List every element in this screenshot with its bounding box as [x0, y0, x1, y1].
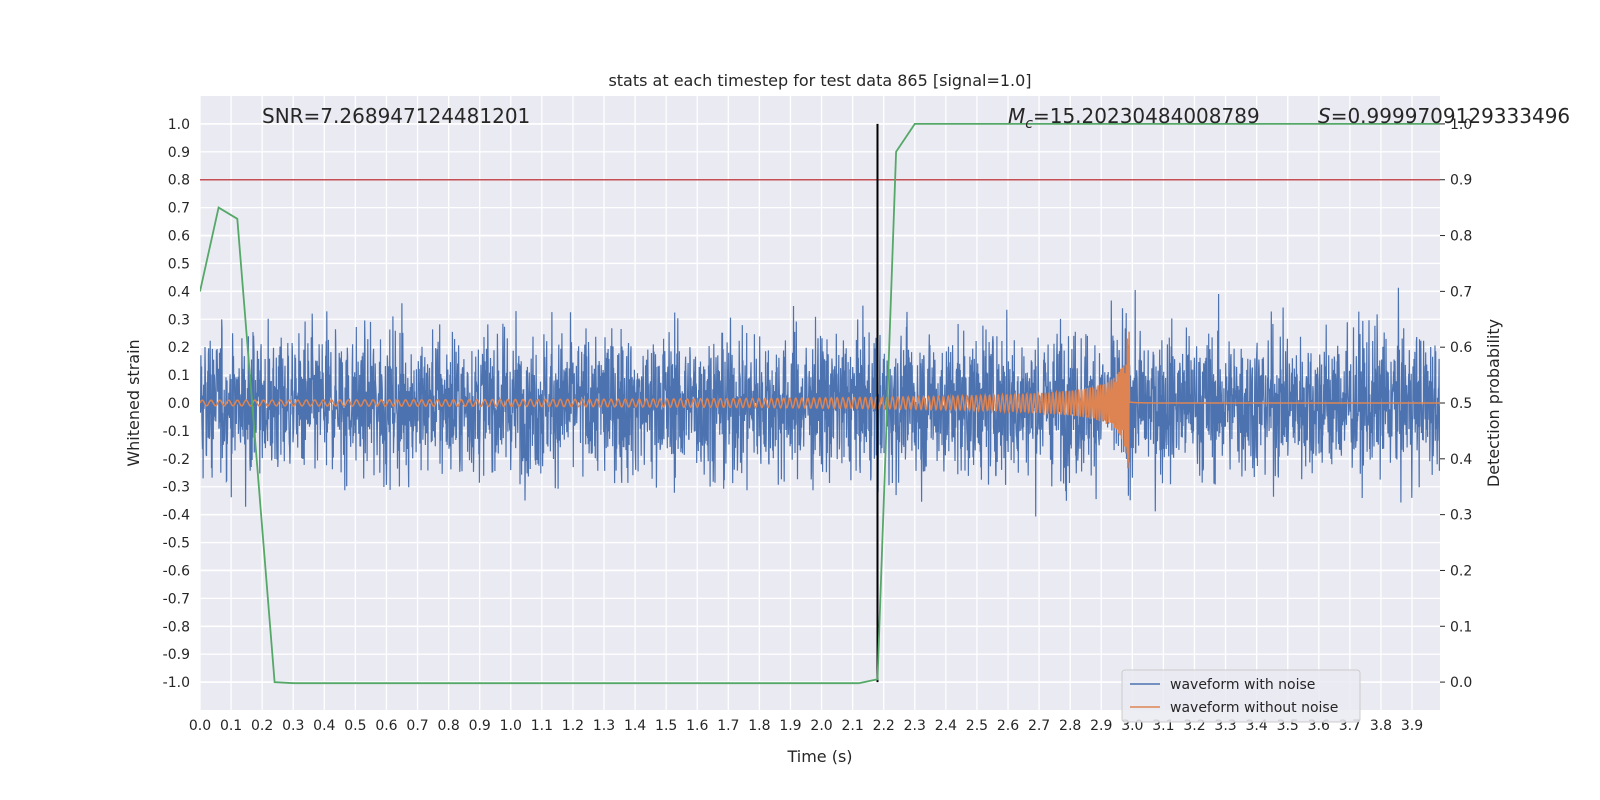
y-tick-label: 0.2 — [168, 340, 190, 356]
y-axis-ticks: -1.0 -0.9 -0.8 -0.7 -0.6 -0.5 -0.4 -0.3 -0.2 -0.1… — [163, 117, 190, 691]
score-symbol: S — [1318, 104, 1331, 128]
right-tick-label: 0.6 — [1450, 340, 1472, 356]
right-tick-label: 0.9 — [1450, 173, 1472, 189]
right-tick-label: 0.0 — [1450, 675, 1472, 691]
x-axis-label: Time (s) — [786, 747, 852, 766]
y-tick-label: 0.0 — [168, 396, 190, 412]
series-detection-probability — [200, 123, 1440, 685]
right-tick-label: 0.4 — [1450, 452, 1472, 468]
x-tick-label: 1.7 — [717, 718, 739, 734]
y-tick-label: 0.6 — [168, 229, 190, 245]
x-tick-label: 0.2 — [251, 718, 273, 734]
x-tick-label: 2.3 — [904, 718, 926, 734]
x-tick-label: 3.9 — [1401, 718, 1423, 734]
y-tick-label: -1.0 — [163, 675, 190, 691]
y-tick-label: -0.2 — [163, 452, 190, 468]
x-tick-label: 1.1 — [531, 718, 553, 734]
right-tick-label: 0.8 — [1450, 229, 1472, 245]
x-tick-label: 0.5 — [344, 718, 366, 734]
x-tick-label: 2.9 — [1090, 718, 1112, 734]
legend-label-clean: waveform without noise — [1170, 700, 1338, 716]
x-tick-label: 2.8 — [1059, 718, 1081, 734]
snr-annotation: SNR=7.268947124481201 — [262, 104, 530, 128]
chirp-mass-subscript: c — [1025, 116, 1033, 132]
x-tick-label: 2.5 — [966, 718, 988, 734]
right-tick-label: 0.3 — [1450, 508, 1472, 524]
right-tick-label: 0.5 — [1450, 396, 1472, 412]
right-tick-label: 1.0 — [1450, 117, 1472, 133]
x-tick-label: 3.8 — [1370, 718, 1392, 734]
y-tick-label: 0.5 — [168, 256, 190, 272]
x-tick-label: 0.1 — [220, 718, 242, 734]
y-tick-label: -0.9 — [163, 647, 190, 663]
x-tick-label: 0.4 — [313, 718, 335, 734]
y-tick-label: -0.7 — [163, 591, 190, 607]
x-tick-label: 1.2 — [562, 718, 584, 734]
series-waveform-with-noise — [200, 287, 1440, 517]
y-tick-label: -0.1 — [163, 424, 190, 440]
x-tick-label: 2.6 — [997, 718, 1019, 734]
legend-label-noise: waveform with noise — [1170, 677, 1315, 693]
chirp-mass-annotation: Mc=15.20230484008789 — [1008, 104, 1260, 132]
x-tick-label: 2.4 — [935, 718, 957, 734]
score-value: =0.9999709129333496 — [1331, 104, 1570, 128]
y-tick-label: 1.0 — [168, 117, 190, 133]
x-tick-label: 1.5 — [655, 718, 677, 734]
legend: waveform with noise waveform without noi… — [1121, 669, 1361, 723]
y-tick-label: 0.3 — [168, 312, 190, 328]
y-tick-label: 0.4 — [168, 284, 190, 300]
legend-box — [1121, 669, 1361, 723]
right-axis-label: Detection probability — [1484, 319, 1503, 487]
x-tick-label: 0.3 — [282, 718, 304, 734]
chirp-mass-value: =15.20230484008789 — [1033, 104, 1260, 128]
score-annotation: S=0.9999709129333496 — [1318, 104, 1570, 128]
x-tick-label: 2.2 — [873, 718, 895, 734]
x-tick-label: 0.8 — [437, 718, 459, 734]
x-tick-label: 1.8 — [748, 718, 770, 734]
x-tick-label: 1.6 — [686, 718, 708, 734]
y-tick-label: -0.8 — [163, 619, 190, 635]
x-tick-label: 1.3 — [593, 718, 615, 734]
right-tick-label: 0.1 — [1450, 619, 1472, 635]
y-tick-label: -0.3 — [163, 480, 190, 496]
x-tick-label: 1.4 — [624, 718, 646, 734]
y-tick-label: 0.7 — [168, 201, 190, 217]
y-tick-label: -0.4 — [163, 508, 190, 524]
x-tick-label: 0.6 — [375, 718, 397, 734]
right-axis-ticks: 0.0 0.1 0.2 0.3 0.4 0.5 0.6 0.7 0.8 0.9 1.0 — [1440, 117, 1472, 691]
y-tick-label: 0.9 — [168, 145, 190, 161]
x-tick-label: 2.1 — [841, 718, 863, 734]
x-tick-label: 0.7 — [406, 718, 428, 734]
series-waveform-without-noise — [200, 331, 1440, 469]
x-tick-label: 1.9 — [779, 718, 801, 734]
y-tick-label: -0.5 — [163, 536, 190, 552]
x-tick-label: 1.0 — [500, 718, 522, 734]
x-axis-ticks: 0.0 0.1 0.2 0.3 0.4 0.5 0.6 0.7 0.8 0.9 1.0 1.1 1.2 1… — [189, 718, 1423, 734]
y-tick-label: 0.1 — [168, 368, 190, 384]
x-tick-label: 0.0 — [189, 718, 211, 734]
x-tick-label: 2.0 — [810, 718, 832, 734]
y-tick-label: 0.8 — [168, 173, 190, 189]
chirp-mass-symbol: M — [1008, 104, 1025, 128]
chart-title: stats at each timestep for test data 865… — [608, 71, 1031, 90]
x-tick-label: 0.9 — [469, 718, 491, 734]
x-tick-label: 2.7 — [1028, 718, 1050, 734]
right-tick-label: 0.2 — [1450, 563, 1472, 579]
y-tick-label: -0.6 — [163, 563, 190, 579]
right-tick-label: 0.7 — [1450, 284, 1472, 300]
y-axis-label: Whitened strain — [124, 339, 143, 466]
